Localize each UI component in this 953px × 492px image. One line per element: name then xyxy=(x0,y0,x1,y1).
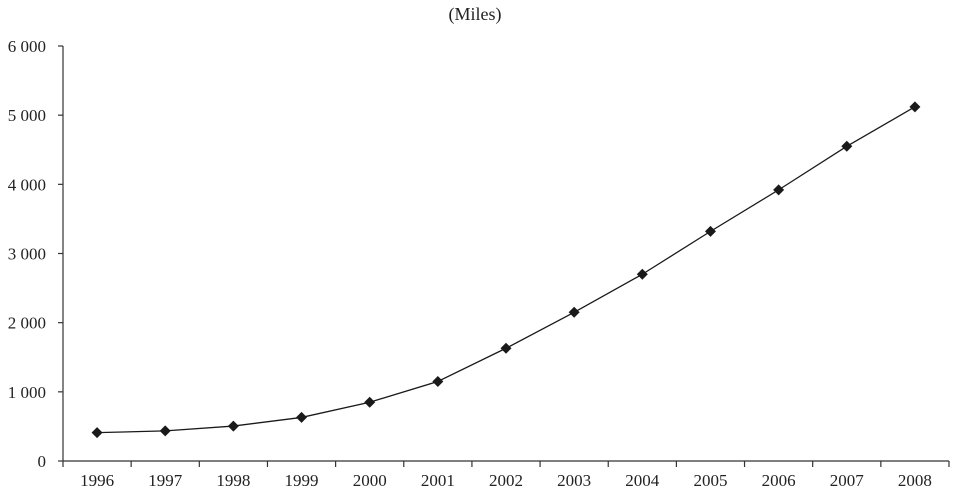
chart-title: (Miles) xyxy=(449,4,502,25)
x-tick-label: 2004 xyxy=(625,471,660,490)
x-tick-label: 2007 xyxy=(830,471,865,490)
data-point-marker xyxy=(568,306,580,318)
data-point-marker xyxy=(227,420,239,432)
y-tick-label: 4 000 xyxy=(8,175,46,194)
data-point-marker xyxy=(91,427,103,439)
x-tick-label: 2008 xyxy=(898,471,932,490)
x-axis: 1996 1997 1998 1999 2000 2001 2002 2003 2004 2005… xyxy=(62,460,950,490)
data-point-marker xyxy=(364,396,376,408)
y-tick-label: 6 000 xyxy=(8,37,46,56)
data-point-marker xyxy=(841,140,853,152)
y-tick-label: 0 xyxy=(38,452,47,471)
data-point-marker xyxy=(909,101,921,113)
y-tick-label: 5 000 xyxy=(8,106,46,125)
x-tick-label: 2002 xyxy=(489,471,523,490)
x-tick-label: 2003 xyxy=(557,471,591,490)
x-tick-label: 1998 xyxy=(216,471,250,490)
data-series xyxy=(91,101,921,439)
x-tick-label: 1999 xyxy=(285,471,319,490)
data-point-marker xyxy=(159,425,171,437)
x-tick-label: 2006 xyxy=(762,471,796,490)
y-tick-label: 3 000 xyxy=(8,245,46,264)
data-point-marker xyxy=(296,411,308,423)
data-point-marker xyxy=(432,375,444,387)
x-tick-label: 2000 xyxy=(353,471,387,490)
data-point-marker xyxy=(773,184,785,196)
x-tick-label: 1997 xyxy=(148,471,183,490)
x-tick-label: 1996 xyxy=(80,471,114,490)
y-tick-label: 2 000 xyxy=(8,314,46,333)
y-axis: 0 1 000 2 000 3 000 4 000 5 000 6 000 xyxy=(8,37,64,471)
series-line xyxy=(97,106,916,434)
data-point-marker xyxy=(704,225,716,237)
data-point-marker xyxy=(636,268,648,280)
x-tick-label: 2001 xyxy=(421,471,455,490)
y-tick-label: 1 000 xyxy=(8,383,46,402)
data-point-marker xyxy=(500,342,512,354)
x-tick-label: 2005 xyxy=(693,471,727,490)
